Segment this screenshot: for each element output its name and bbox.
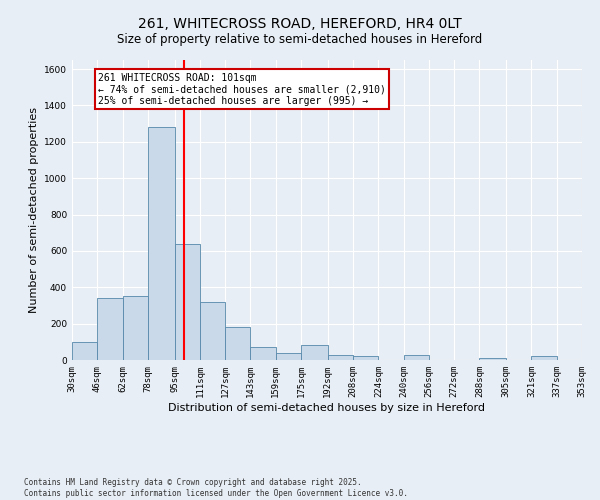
Bar [479, 358, 506, 360]
Bar [328, 354, 353, 360]
Bar [301, 346, 328, 360]
Text: 261 WHITECROSS ROAD: 101sqm
← 74% of semi-detached houses are smaller (2,910)
25: 261 WHITECROSS ROAD: 101sqm ← 74% of sem… [98, 72, 386, 106]
Y-axis label: Number of semi-detached properties: Number of semi-detached properties [29, 107, 38, 313]
Bar [148, 128, 175, 360]
Bar [175, 244, 200, 360]
Bar [97, 298, 122, 360]
Bar [353, 356, 379, 360]
Text: Size of property relative to semi-detached houses in Hereford: Size of property relative to semi-detach… [118, 32, 482, 46]
Text: 261, WHITECROSS ROAD, HEREFORD, HR4 0LT: 261, WHITECROSS ROAD, HEREFORD, HR4 0LT [138, 18, 462, 32]
Bar [225, 328, 250, 360]
Bar [122, 296, 148, 360]
Bar [275, 352, 301, 360]
Text: Contains HM Land Registry data © Crown copyright and database right 2025.
Contai: Contains HM Land Registry data © Crown c… [24, 478, 408, 498]
Bar [200, 302, 225, 360]
Bar [72, 342, 97, 360]
X-axis label: Distribution of semi-detached houses by size in Hereford: Distribution of semi-detached houses by … [169, 402, 485, 412]
Bar [250, 348, 275, 360]
Bar [532, 356, 557, 360]
Bar [404, 354, 429, 360]
